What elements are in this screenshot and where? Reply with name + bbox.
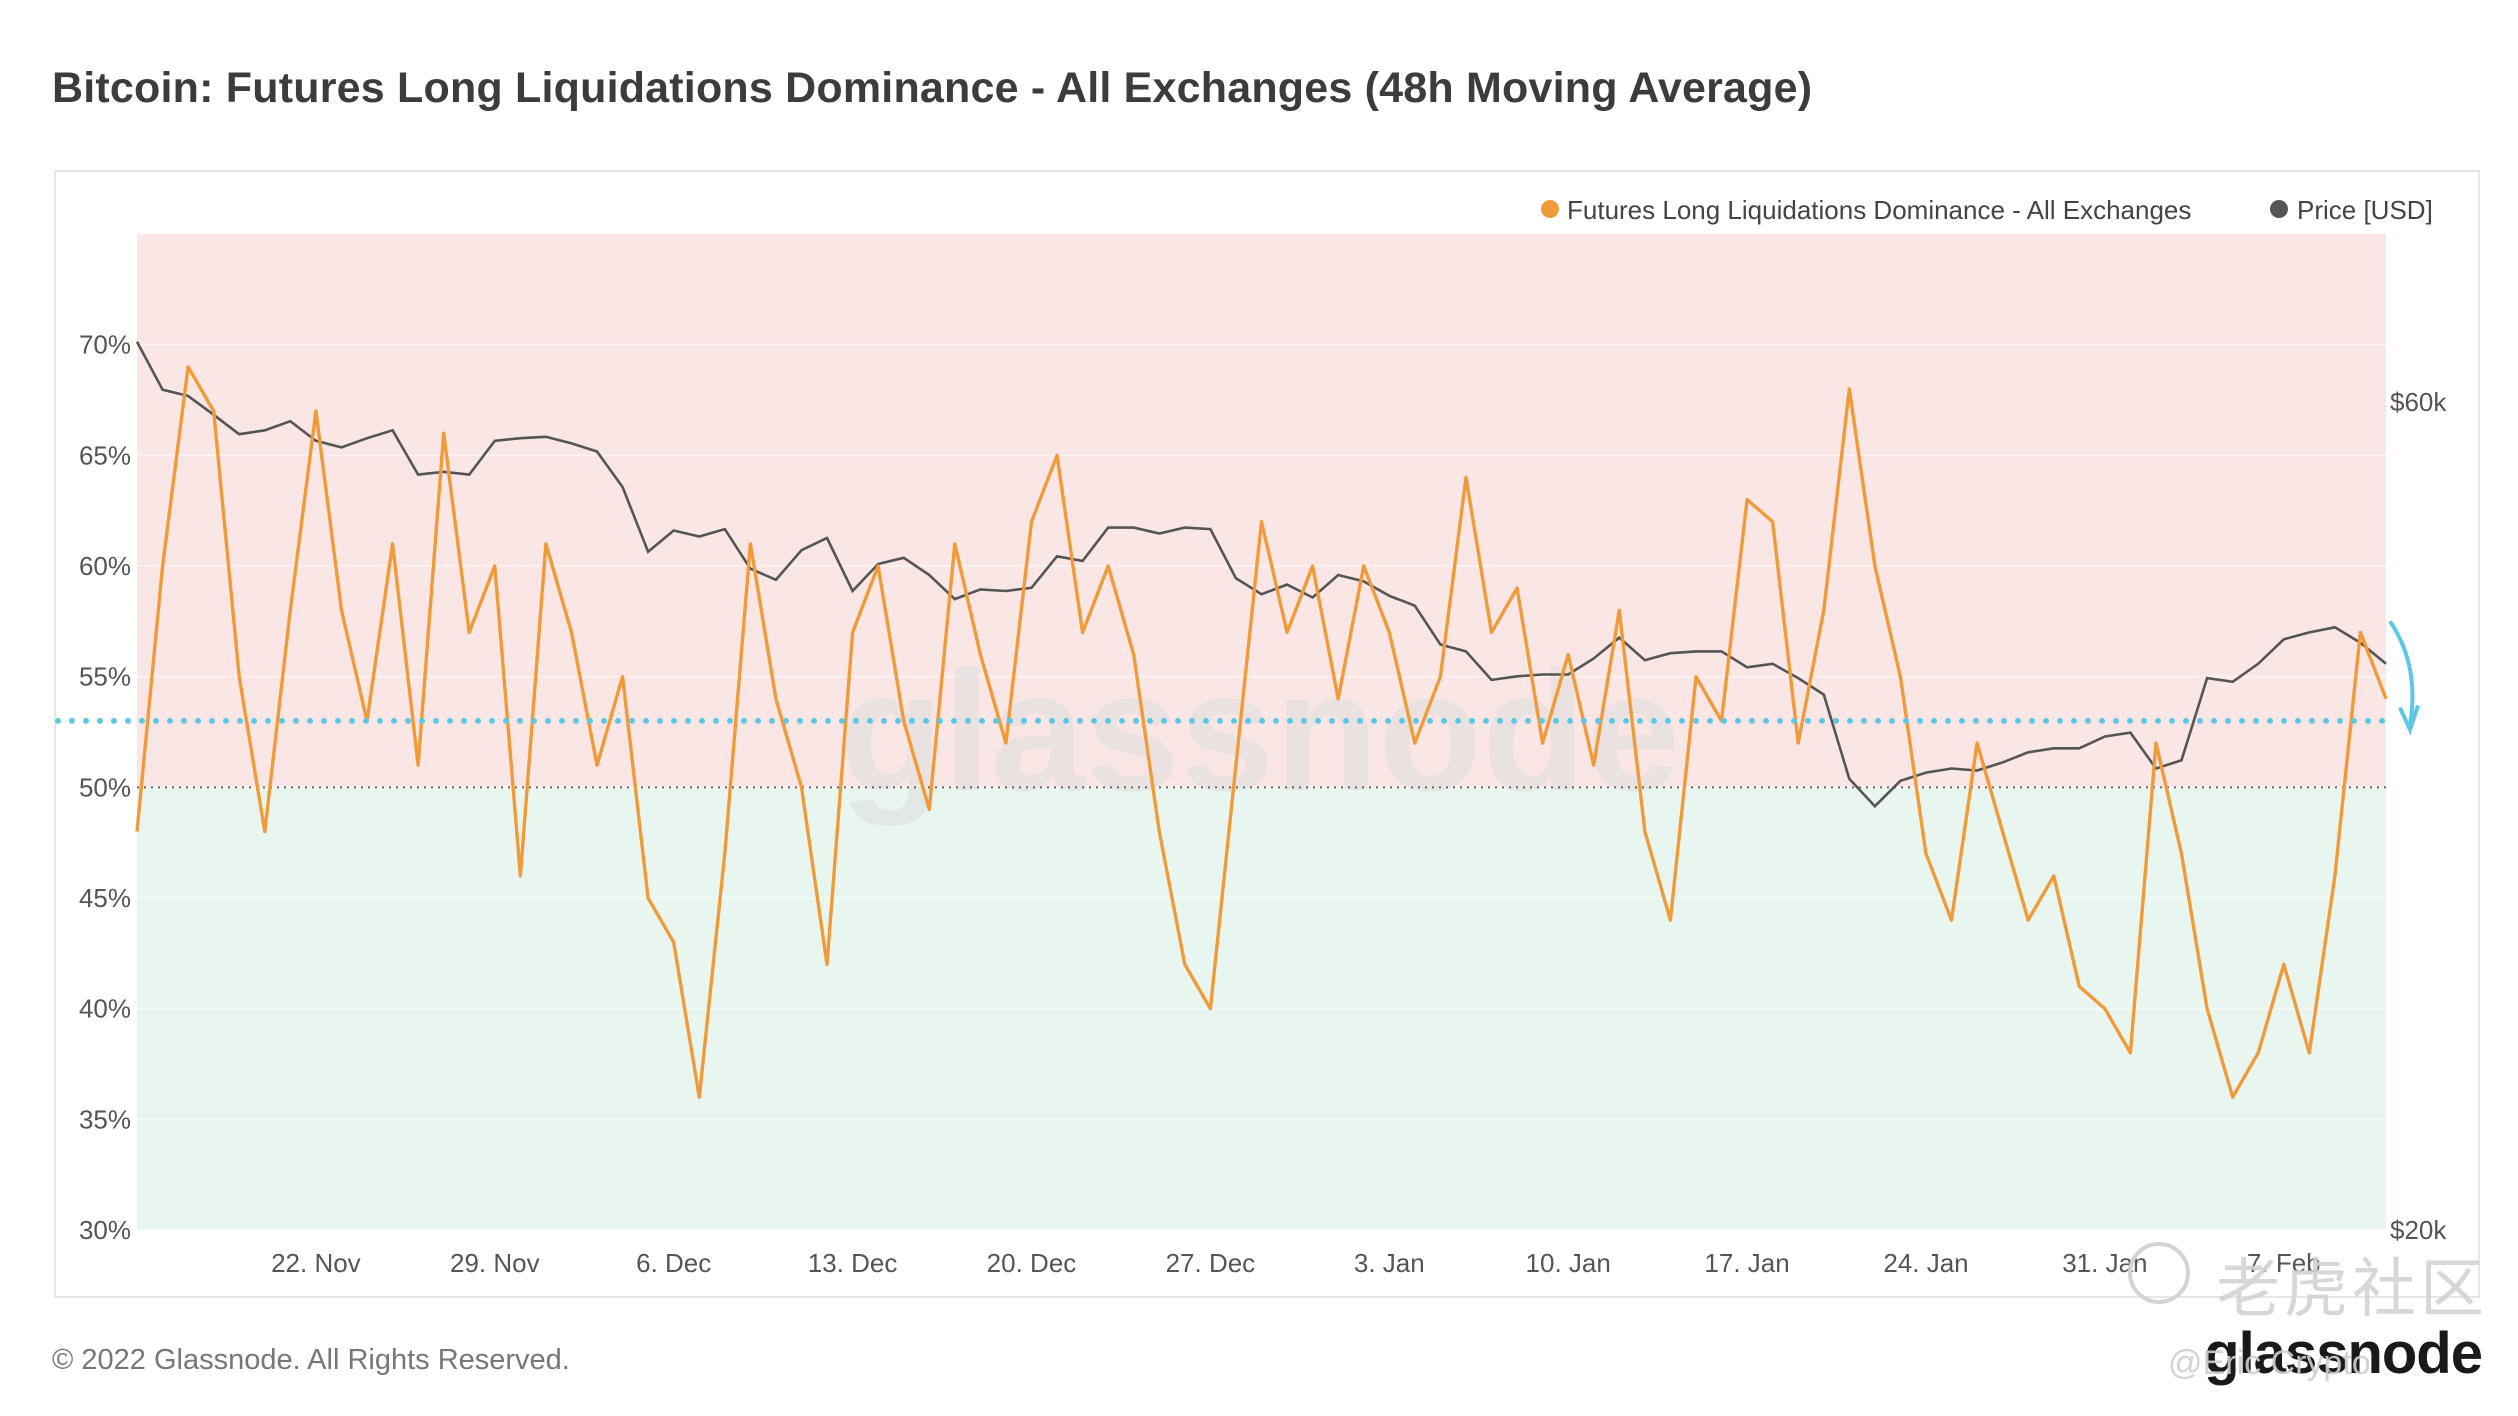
y-left-tick-label: 65% bbox=[79, 440, 131, 470]
upper-zone bbox=[137, 234, 2386, 788]
copyright: © 2022 Glassnode. All Rights Reserved. bbox=[52, 1344, 570, 1376]
x-tick-label: 24. Jan bbox=[1883, 1248, 1968, 1278]
y-right-tick-label: $60k bbox=[2390, 387, 2447, 417]
y-right-axis: $20k $60k bbox=[2390, 387, 2447, 1245]
legend: Futures Long Liquidations Dominance - Al… bbox=[1541, 195, 2433, 225]
y-left-tick-label: 60% bbox=[79, 551, 131, 581]
y-left-tick-label: 45% bbox=[79, 883, 131, 913]
brand-logo: glassnode bbox=[2204, 1321, 2483, 1386]
legend-label-dominance: Futures Long Liquidations Dominance - Al… bbox=[1567, 195, 2191, 225]
gridlines bbox=[137, 343, 2386, 1231]
series-price-line bbox=[135, 341, 2387, 809]
x-tick-label: 22. Nov bbox=[271, 1248, 361, 1278]
y-left-tick-label: 50% bbox=[79, 772, 131, 802]
y-left-tick-label: 40% bbox=[79, 994, 131, 1024]
x-tick-label: 3. Jan bbox=[1354, 1248, 1425, 1278]
y-left-tick-label: 30% bbox=[79, 1215, 131, 1245]
x-tick-label: 27. Dec bbox=[1166, 1248, 1256, 1278]
x-tick-label: 20. Dec bbox=[987, 1248, 1077, 1278]
community-watermark: 老虎社区 bbox=[2216, 1253, 2488, 1325]
y-left-tick-label: 70% bbox=[79, 330, 131, 360]
legend-dot-dominance bbox=[1541, 200, 1559, 218]
x-tick-label: 29. Nov bbox=[450, 1248, 540, 1278]
y-left-axis: 30% 35% 40% 45% 50% 55% 60% 65% 70% bbox=[79, 330, 131, 1245]
x-tick-label: 17. Jan bbox=[1704, 1248, 1789, 1278]
x-tick-label: 6. Dec bbox=[636, 1248, 711, 1278]
author-watermark: @Eric Crypto bbox=[2168, 1344, 2371, 1382]
x-tick-label: 10. Jan bbox=[1526, 1248, 1611, 1278]
y-right-tick-label: $20k bbox=[2390, 1215, 2447, 1245]
center-watermark: glassnode bbox=[840, 637, 1681, 827]
x-tick-label: 13. Dec bbox=[808, 1248, 898, 1278]
x-tick-label: 7. Feb bbox=[2247, 1248, 2321, 1278]
x-axis: 22. Nov 29. Nov 6. Dec 13. Dec 20. Dec 27. De… bbox=[271, 1248, 2321, 1278]
community-logo-icon bbox=[2128, 1242, 2190, 1304]
legend-dot-price bbox=[2270, 200, 2288, 218]
down-arrow-annotation bbox=[2388, 620, 2415, 726]
legend-label-price: Price [USD] bbox=[2297, 195, 2433, 225]
y-left-tick-label: 55% bbox=[79, 662, 131, 692]
y-left-tick-label: 35% bbox=[79, 1104, 131, 1134]
chart-frame bbox=[54, 170, 2480, 1298]
series-dominance-line bbox=[135, 365, 2388, 1099]
down-arrow-head bbox=[2398, 704, 2420, 736]
chart-title: Bitcoin: Futures Long Liquidations Domin… bbox=[52, 64, 1813, 112]
